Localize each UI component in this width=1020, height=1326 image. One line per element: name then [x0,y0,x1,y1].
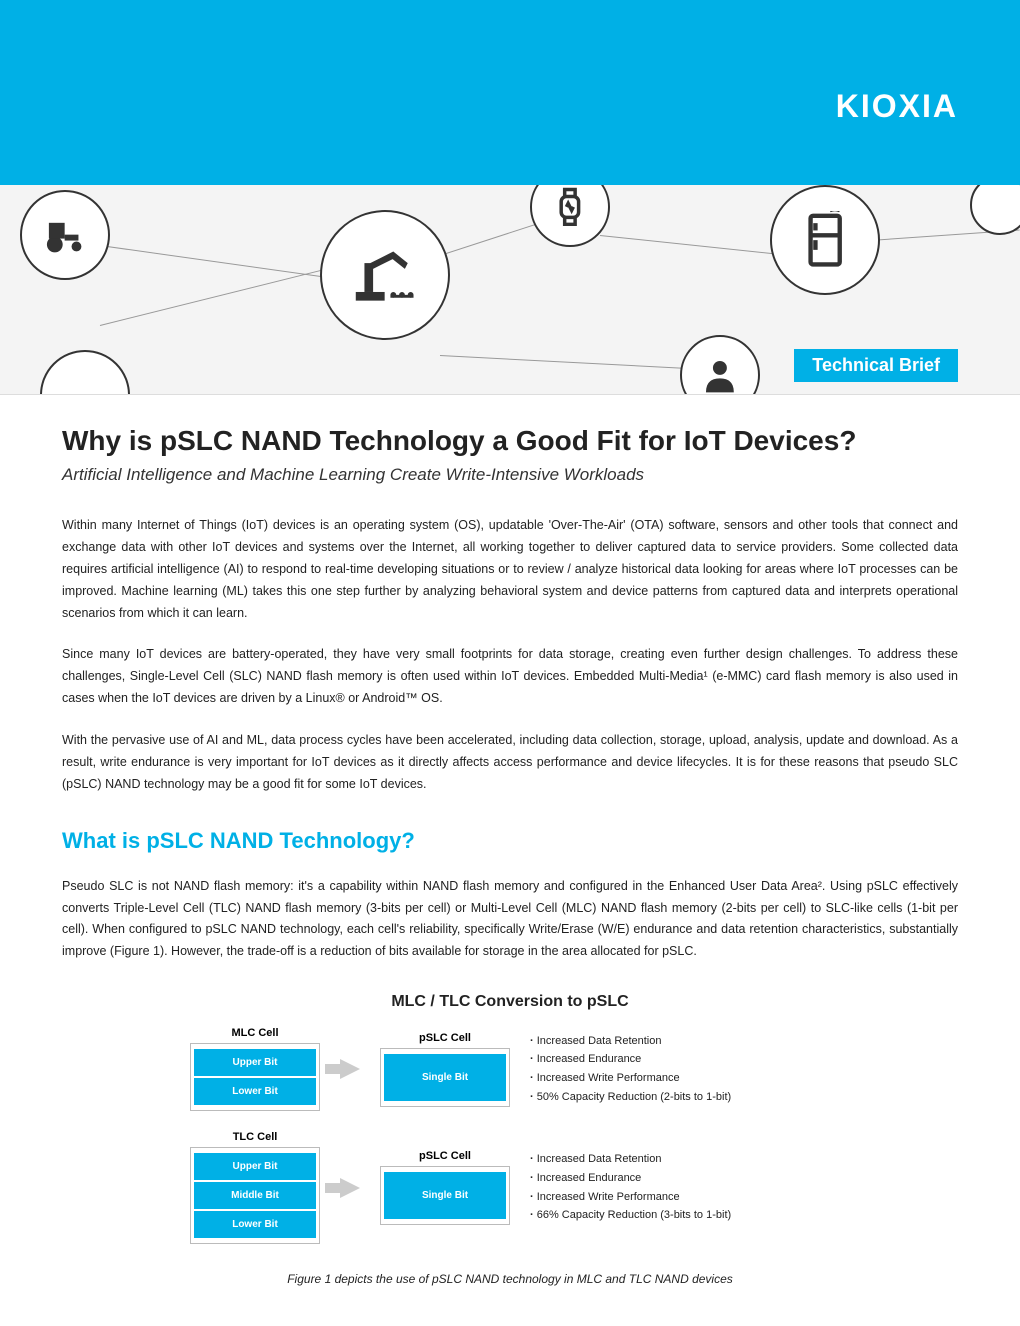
tlc-lower-bit: Lower Bit [194,1211,316,1238]
tlc-middle-bit: Middle Bit [194,1182,316,1209]
tlc-upper-bit: Upper Bit [194,1153,316,1180]
mlc-src-label: MLC Cell [190,1027,320,1039]
bullet: Increased Write Performance [530,1188,731,1207]
figure-caption: Figure 1 depicts the use of pSLC NAND te… [62,1272,958,1286]
header-bar: KIOXIA [0,0,1020,185]
iot-node-fridge-icon [770,185,880,295]
section2-paragraph: Pseudo SLC is not NAND flash memory: it'… [62,876,958,964]
tlc-single-bit: Single Bit [384,1172,506,1219]
paragraph-3: With the pervasive use of AI and ML, dat… [62,730,958,796]
paragraph-2: Since many IoT devices are battery-opera… [62,644,958,710]
tlc-row: TLC Cell Upper Bit Middle Bit Lower Bit … [190,1131,830,1244]
mlc-lower-bit: Lower Bit [194,1078,316,1105]
iot-node-generic2-icon [40,350,130,395]
arrow-icon [340,1178,360,1198]
mlc-bullets: Increased Data Retention Increased Endur… [510,1032,731,1107]
page-subtitle: Artificial Intelligence and Machine Lear… [62,465,958,485]
mlc-dst-label: pSLC Cell [380,1032,510,1044]
section-heading: What is pSLC NAND Technology? [62,828,958,854]
iot-node-person-icon [680,335,760,395]
iot-node-generic-icon [970,185,1020,235]
tlc-bullets: Increased Data Retention Increased Endur… [510,1150,731,1225]
hero-banner: Technical Brief [0,185,1020,395]
mlc-row: MLC Cell Upper Bit Lower Bit pSLC Cell S… [190,1027,830,1111]
bullet: Increased Endurance [530,1169,731,1188]
bullet: Increased Data Retention [530,1032,731,1051]
iot-node-watch-icon [530,185,610,247]
bullet: 50% Capacity Reduction (2-bits to 1-bit) [530,1088,731,1107]
conversion-diagram: MLC / TLC Conversion to pSLC MLC Cell Up… [190,993,830,1244]
bullet: Increased Write Performance [530,1069,731,1088]
content-area: Why is pSLC NAND Technology a Good Fit f… [0,395,1020,1326]
mlc-upper-bit: Upper Bit [194,1049,316,1076]
document-type-badge: Technical Brief [794,349,958,382]
bullet: 66% Capacity Reduction (3-bits to 1-bit) [530,1206,731,1225]
tlc-dst-label: pSLC Cell [380,1150,510,1162]
paragraph-1: Within many Internet of Things (IoT) dev… [62,515,958,624]
iot-node-tractor-icon [20,190,110,280]
page-title: Why is pSLC NAND Technology a Good Fit f… [62,425,958,457]
bullet: Increased Data Retention [530,1150,731,1169]
diagram-title: MLC / TLC Conversion to pSLC [190,993,830,1011]
brand-logo: KIOXIA [836,88,958,125]
arrow-icon [340,1059,360,1079]
iot-node-robot-arm-icon [320,210,450,340]
bullet: Increased Endurance [530,1050,731,1069]
mlc-single-bit: Single Bit [384,1054,506,1101]
tlc-src-label: TLC Cell [190,1131,320,1143]
